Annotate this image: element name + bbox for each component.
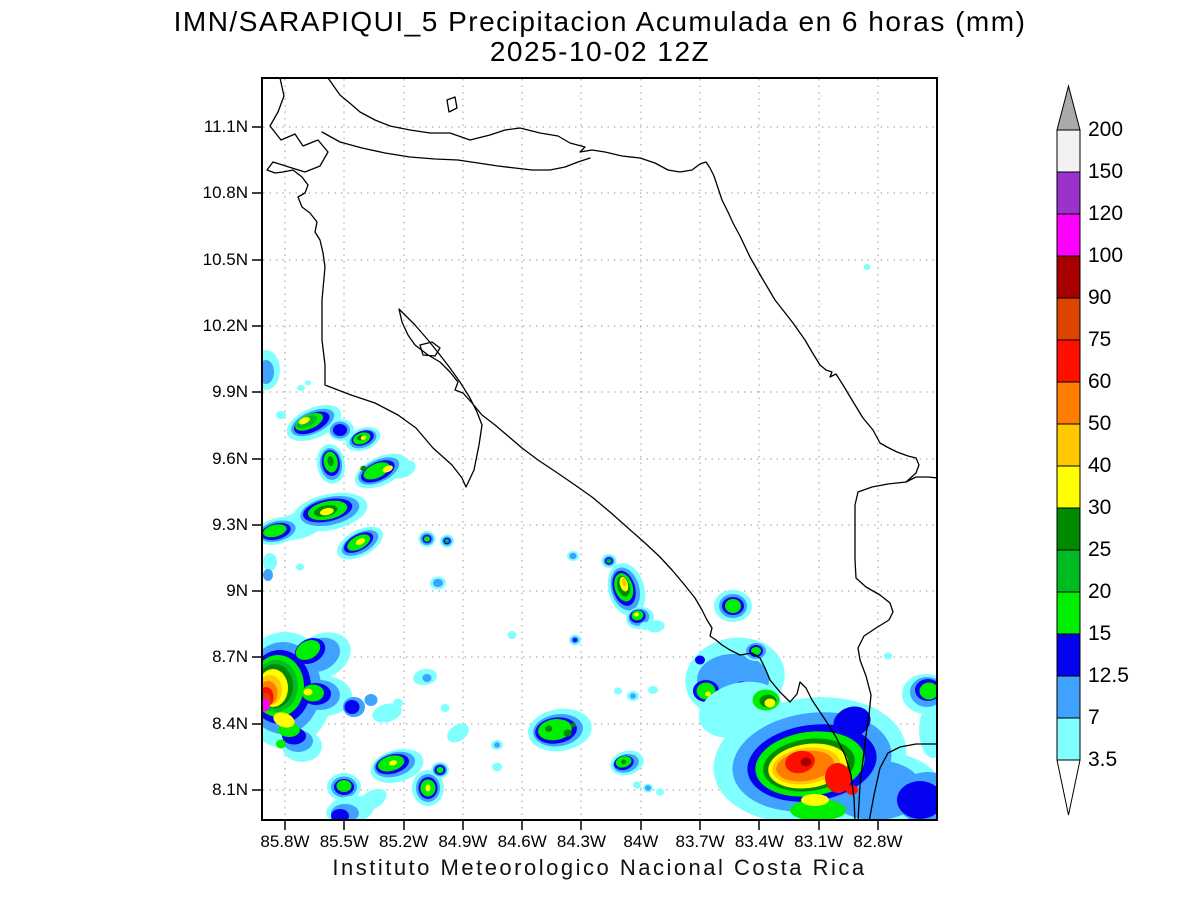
colorbar-level-label: 25	[1088, 538, 1112, 561]
colorbar-band	[1056, 465, 1081, 509]
colorbar-level-label: 30	[1088, 496, 1112, 519]
lon-tick-label: 84.6W	[497, 832, 547, 851]
lon-tick-label: 85.2W	[379, 832, 429, 851]
lat-tick-label: 9N	[226, 581, 248, 601]
colorbar-band	[1056, 129, 1081, 173]
costa-rica-coastline	[266, 79, 936, 819]
lon-tick-label: 84W	[623, 832, 659, 851]
map-frame	[261, 77, 938, 821]
southeast-intense-cell	[698, 674, 936, 819]
overflow-down-arrow-icon	[1056, 759, 1081, 816]
colorbar-level-label: 150	[1088, 160, 1124, 183]
west-intense-cell	[263, 632, 403, 762]
lat-tick-label: 9.6N	[212, 448, 248, 468]
colorbar-level-label: 12.5	[1088, 664, 1129, 687]
colorbar-level-label: 3.5	[1088, 748, 1118, 771]
lon-tick-label: 84.9W	[438, 832, 488, 851]
colorbar-level-label: 15	[1088, 622, 1112, 645]
colorbar-band	[1056, 549, 1081, 593]
colorbar-level-label: 60	[1088, 370, 1112, 393]
colorbar-band	[1056, 591, 1081, 635]
colorbar-band	[1056, 633, 1081, 677]
colorbar-level-label: 50	[1088, 412, 1112, 435]
lat-tick-label: 9.9N	[212, 382, 248, 402]
colorbar-band	[1056, 381, 1081, 425]
colorbar-band	[1056, 213, 1081, 257]
overflow-up-arrow-icon	[1056, 84, 1081, 131]
page-title: IMN/SARAPIQUI_5 Precipitacion Acumulada …	[173, 6, 1027, 37]
lon-tick-label: 83.4W	[734, 832, 784, 851]
precipitation-layer	[263, 264, 936, 819]
colorbar-band	[1056, 423, 1081, 467]
lon-tick-label: 83.7W	[675, 832, 725, 851]
lon-tick-label: 85.5W	[319, 832, 369, 851]
colorbar-level-label: 7	[1088, 706, 1100, 729]
lat-tick-label: 8.4N	[212, 713, 248, 733]
colorbar-band	[1056, 717, 1081, 761]
lon-tick-label: 82.8W	[853, 832, 903, 851]
axis-ticks	[252, 126, 879, 830]
colorbar-band	[1056, 675, 1081, 719]
lat-tick-label: 8.7N	[212, 647, 248, 667]
colorbar-level-label: 200	[1088, 118, 1124, 141]
lat-tick-label: 10.8N	[202, 183, 248, 203]
lon-tick-label: 83.1W	[794, 832, 844, 851]
colorbar-level-label: 120	[1088, 202, 1124, 225]
lon-tick-label: 84.3W	[556, 832, 607, 851]
lat-tick-label: 11.1N	[203, 117, 248, 136]
lat-tick-label: 10.2N	[202, 315, 248, 335]
colorbar-level-label: 100	[1088, 244, 1124, 267]
lat-tick-label: 10.5N	[202, 249, 248, 269]
footer-institution: Instituto Meteorologico Nacional Costa R…	[332, 855, 867, 880]
lon-tick-label: 85.8W	[260, 832, 310, 851]
page-subtitle-date: 2025-10-02 12Z	[489, 36, 711, 67]
colorbar-band	[1056, 171, 1081, 215]
colorbar	[1056, 84, 1081, 816]
colorbar-level-label: 20	[1088, 580, 1112, 603]
colorbar-level-label: 90	[1088, 286, 1112, 309]
lat-tick-label: 9.3N	[212, 514, 248, 534]
lat-tick-label: 8.1N	[212, 780, 248, 799]
colorbar-level-label: 40	[1088, 454, 1112, 477]
colorbar-band	[1056, 339, 1081, 383]
colorbar-band	[1056, 297, 1081, 341]
colorbar-band	[1056, 507, 1081, 551]
colorbar-level-label: 75	[1088, 328, 1112, 351]
colorbar-band	[1056, 255, 1081, 299]
